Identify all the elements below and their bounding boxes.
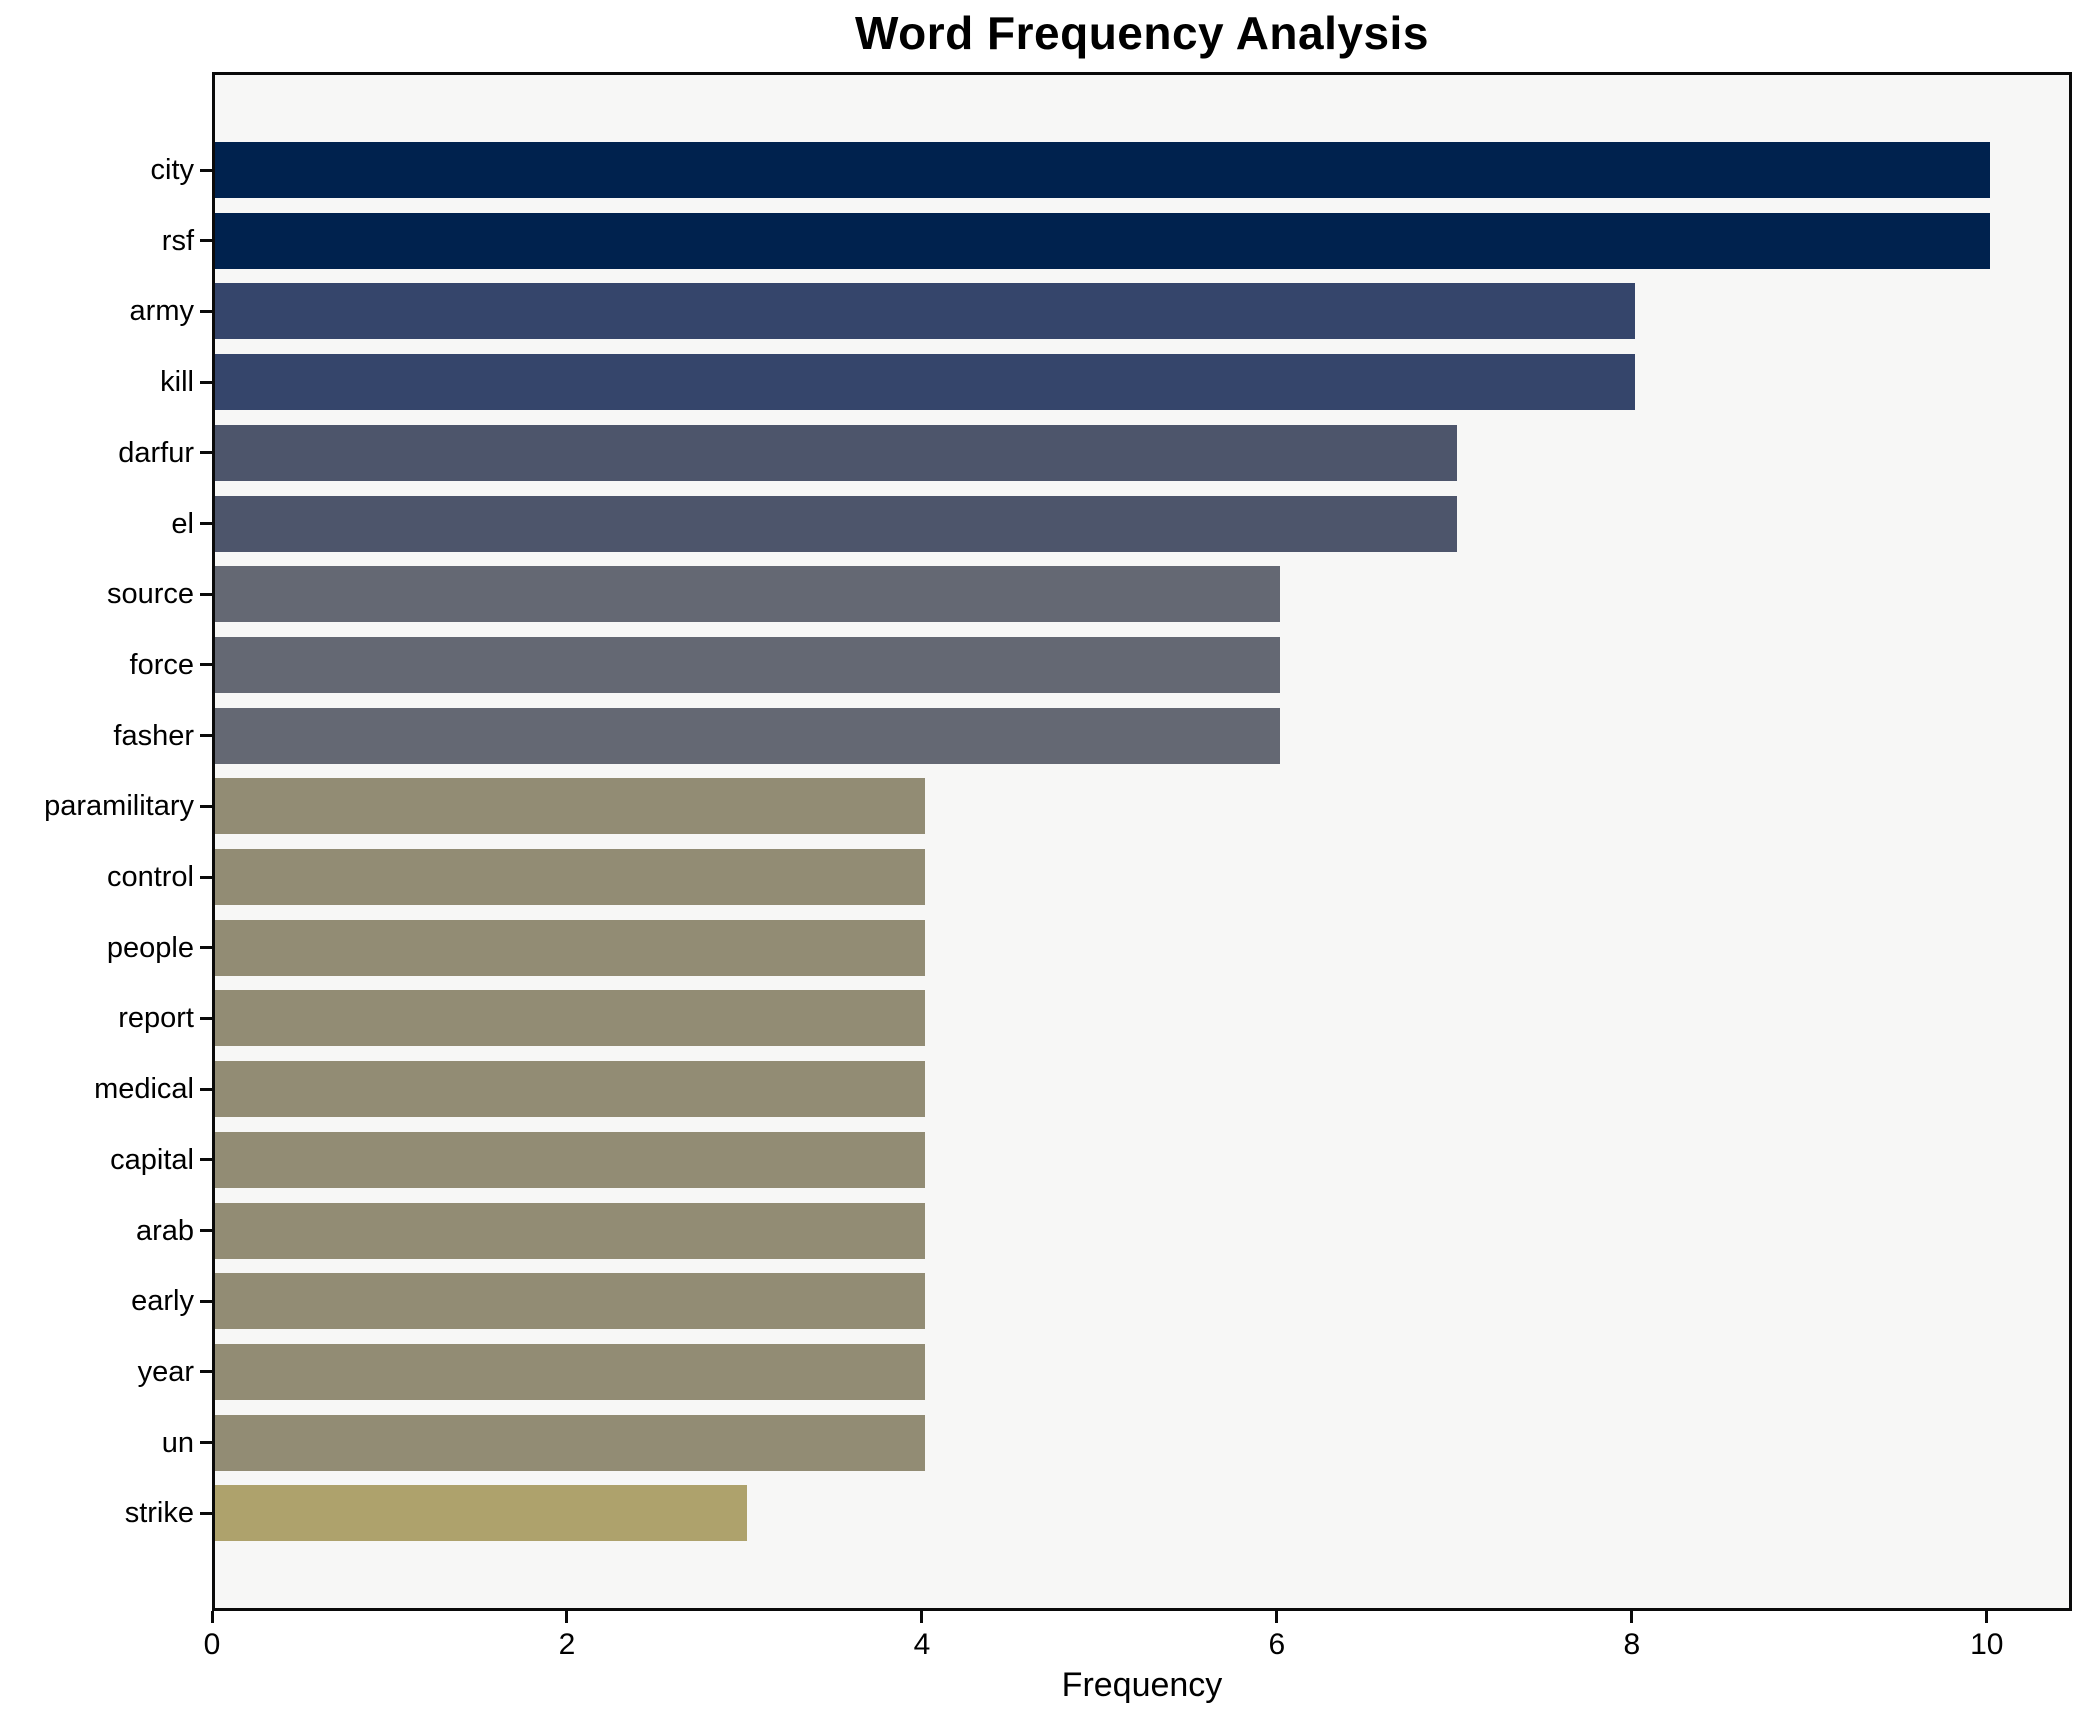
bar-arab xyxy=(215,1202,925,1259)
bar-control xyxy=(215,849,925,905)
bar-un xyxy=(215,1414,925,1471)
bar-source xyxy=(215,566,1280,623)
x-tick-label-10: 10 xyxy=(1970,1628,2004,1661)
y-tick-mark xyxy=(200,168,212,172)
x-tick-label-2: 2 xyxy=(558,1628,576,1661)
bar-force xyxy=(215,636,1280,693)
y-tick-mark xyxy=(200,1511,212,1515)
bar-kill xyxy=(215,354,1635,411)
y-tick-mark xyxy=(200,380,212,384)
y-tick-label-kill: kill xyxy=(160,366,194,399)
bar-people xyxy=(215,919,925,976)
y-tick-label-capital: capital xyxy=(110,1143,194,1176)
x-tick-label-8: 8 xyxy=(1623,1628,1641,1661)
y-tick-mark xyxy=(200,1370,212,1374)
y-tick-mark xyxy=(200,1441,212,1445)
bar-darfur xyxy=(215,424,1458,481)
y-tick-mark xyxy=(200,946,212,950)
x-tick-mark xyxy=(1985,1611,1989,1623)
y-tick-label-fasher: fasher xyxy=(113,719,194,752)
x-tick-mark xyxy=(1630,1611,1634,1623)
x-tick-label-6: 6 xyxy=(1268,1628,1286,1661)
y-tick-label-darfur: darfur xyxy=(118,436,194,469)
y-tick-label-report: report xyxy=(118,1002,194,1035)
y-tick-label-paramilitary: paramilitary xyxy=(44,790,194,823)
y-tick-label-source: source xyxy=(106,578,194,611)
y-tick-mark xyxy=(200,804,212,808)
plot-area xyxy=(212,72,2072,1611)
y-tick-mark xyxy=(200,875,212,879)
y-tick-label-arab: arab xyxy=(135,1214,194,1247)
bar-year xyxy=(215,1343,925,1400)
y-tick-label-el: el xyxy=(171,507,194,540)
bar-early xyxy=(215,1273,925,1330)
x-tick-mark xyxy=(565,1611,569,1623)
y-tick-mark xyxy=(200,309,212,313)
bar-capital xyxy=(215,1131,925,1188)
y-tick-mark xyxy=(200,451,212,455)
y-tick-label-control: control xyxy=(106,861,194,893)
chart-title: Word Frequency Analysis xyxy=(855,7,1429,59)
bar-army xyxy=(215,283,1635,340)
bar-city xyxy=(215,142,1990,198)
y-tick-mark xyxy=(200,1158,212,1162)
y-tick-mark xyxy=(200,1229,212,1232)
x-tick-mark xyxy=(210,1611,214,1623)
x-tick-mark xyxy=(920,1611,924,1623)
y-tick-label-year: year xyxy=(137,1355,194,1388)
y-tick-mark xyxy=(200,663,212,667)
bar-paramilitary xyxy=(215,778,925,835)
y-tick-label-army: army xyxy=(129,295,194,328)
y-tick-label-un: un xyxy=(161,1426,194,1459)
y-tick-mark xyxy=(200,1299,212,1303)
bar-report xyxy=(215,990,925,1047)
x-tick-label-4: 4 xyxy=(913,1628,931,1661)
bar-strike xyxy=(215,1485,748,1542)
y-tick-mark xyxy=(200,592,212,596)
bar-rsf xyxy=(215,212,1990,269)
y-tick-label-people: people xyxy=(106,931,194,964)
y-tick-mark xyxy=(200,522,212,525)
x-tick-mark xyxy=(1275,1611,1279,1623)
x-axis-label: Frequency xyxy=(1061,1666,1223,1704)
x-tick-label-0: 0 xyxy=(203,1628,221,1661)
y-tick-label-force: force xyxy=(129,648,194,681)
y-tick-label-strike: strike xyxy=(124,1497,194,1530)
y-tick-label-city: city xyxy=(150,154,195,186)
y-tick-mark xyxy=(200,239,212,243)
y-tick-mark xyxy=(200,734,212,738)
bar-fasher xyxy=(215,707,1280,764)
bar-el xyxy=(215,495,1458,552)
y-tick-mark xyxy=(200,1016,212,1020)
y-tick-mark xyxy=(200,1087,212,1091)
y-tick-label-early: early xyxy=(131,1285,194,1318)
bar-medical xyxy=(215,1061,925,1118)
y-tick-label-rsf: rsf xyxy=(161,224,194,257)
y-tick-label-medical: medical xyxy=(94,1073,194,1106)
